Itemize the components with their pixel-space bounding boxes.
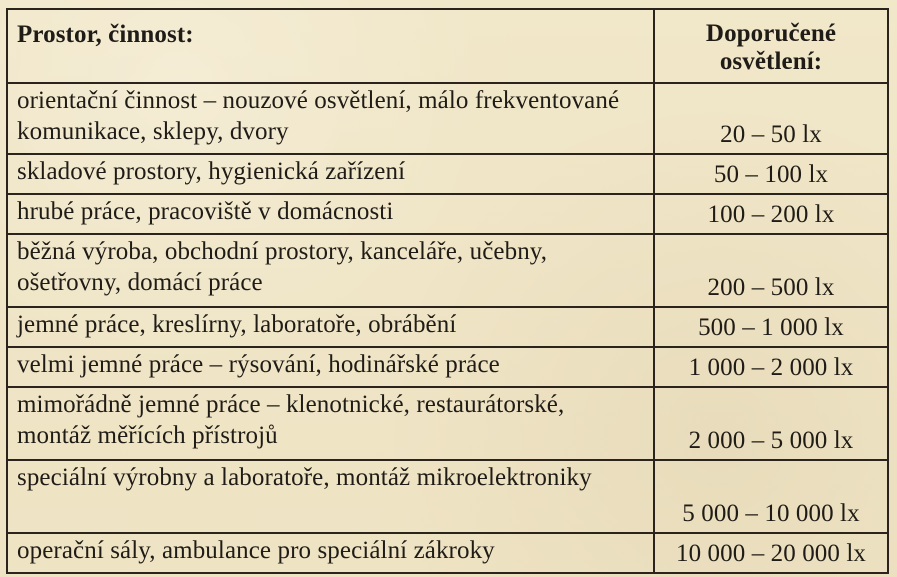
activity-cell: skladové prostory, hygienická zařízení (6, 153, 655, 195)
lighting-cell: 5 000 – 10 000 lx (653, 459, 889, 534)
table-row: operační sály, ambulance pro speciální z… (6, 532, 889, 574)
activity-cell: operační sály, ambulance pro speciální z… (6, 532, 655, 574)
table-row: orientační činnost – nouzové osvětlení, … (6, 82, 889, 155)
header-row: Prostor, činnost: Doporučené osvětlení: (6, 8, 889, 84)
activity-cell: hrubé práce, pracoviště v domácnosti (6, 193, 655, 235)
table-row: běžná výroba, obchodní prostory, kancelá… (6, 233, 889, 308)
lighting-cell: 200 – 500 lx (653, 233, 889, 308)
table-header: Prostor, činnost: Doporučené osvětlení: (6, 8, 889, 84)
activity-cell: běžná výroba, obchodní prostory, kancelá… (6, 233, 655, 308)
table-row: skladové prostory, hygienická zařízení 5… (6, 153, 889, 195)
lighting-cell: 20 – 50 lx (653, 82, 889, 155)
activity-cell: speciální výrobny a laboratoře, montáž m… (6, 459, 655, 534)
activity-cell: jemné práce, kreslírny, laboratoře, obrá… (6, 306, 655, 348)
table-row: speciální výrobny a laboratoře, montáž m… (6, 459, 889, 534)
lighting-table-container: Prostor, činnost: Doporučené osvětlení: … (6, 8, 889, 574)
table-row: hrubé práce, pracoviště v domácnosti 100… (6, 193, 889, 235)
lighting-table: Prostor, činnost: Doporučené osvětlení: … (6, 8, 889, 574)
activity-cell: orientační činnost – nouzové osvětlení, … (6, 82, 655, 155)
lighting-cell: 50 – 100 lx (653, 153, 889, 195)
table-row: jemné práce, kreslírny, laboratoře, obrá… (6, 306, 889, 348)
table-row: velmi jemné práce – rýsování, hodinářské… (6, 346, 889, 388)
lighting-cell: 100 – 200 lx (653, 193, 889, 235)
table-row: mimořádně jemné práce – klenotnické, res… (6, 386, 889, 461)
header-activity: Prostor, činnost: (6, 8, 655, 84)
lighting-cell: 500 – 1 000 lx (653, 306, 889, 348)
lighting-cell: 10 000 – 20 000 lx (653, 532, 889, 574)
table-body: orientační činnost – nouzové osvětlení, … (6, 82, 889, 574)
activity-cell: velmi jemné práce – rýsování, hodinářské… (6, 346, 655, 388)
header-lighting: Doporučené osvětlení: (653, 8, 889, 84)
lighting-cell: 1 000 – 2 000 lx (653, 346, 889, 388)
activity-cell: mimořádně jemné práce – klenotnické, res… (6, 386, 655, 461)
lighting-cell: 2 000 – 5 000 lx (653, 386, 889, 461)
